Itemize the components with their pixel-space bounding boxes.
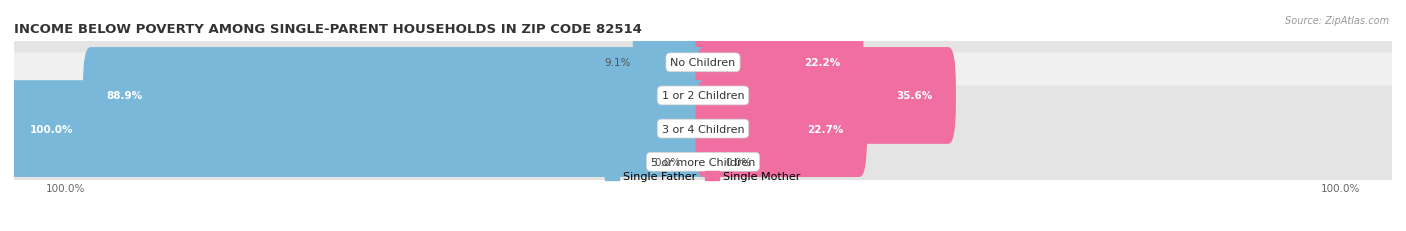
Text: 1 or 2 Children: 1 or 2 Children — [662, 91, 744, 101]
Text: 100.0%: 100.0% — [30, 124, 73, 134]
FancyBboxPatch shape — [1, 86, 1405, 231]
FancyBboxPatch shape — [1, 0, 1405, 139]
FancyBboxPatch shape — [1, 20, 1405, 172]
Text: 5 or more Children: 5 or more Children — [651, 157, 755, 167]
Text: 3 or 4 Children: 3 or 4 Children — [662, 124, 744, 134]
Text: Source: ZipAtlas.com: Source: ZipAtlas.com — [1285, 16, 1389, 26]
Text: No Children: No Children — [671, 58, 735, 68]
Text: 0.0%: 0.0% — [654, 157, 681, 167]
FancyBboxPatch shape — [696, 48, 956, 144]
FancyBboxPatch shape — [633, 15, 710, 111]
Text: 0.0%: 0.0% — [725, 157, 752, 167]
Text: 88.9%: 88.9% — [107, 91, 142, 101]
Legend: Single Father, Single Mother: Single Father, Single Mother — [600, 167, 806, 186]
Text: 9.1%: 9.1% — [605, 58, 631, 68]
FancyBboxPatch shape — [83, 48, 710, 144]
Text: INCOME BELOW POVERTY AMONG SINGLE-PARENT HOUSEHOLDS IN ZIP CODE 82514: INCOME BELOW POVERTY AMONG SINGLE-PARENT… — [14, 23, 643, 36]
Text: 22.2%: 22.2% — [804, 58, 839, 68]
Text: 22.7%: 22.7% — [807, 124, 844, 134]
FancyBboxPatch shape — [7, 81, 710, 177]
FancyBboxPatch shape — [696, 15, 863, 111]
FancyBboxPatch shape — [1, 53, 1405, 205]
FancyBboxPatch shape — [696, 81, 868, 177]
Text: 35.6%: 35.6% — [896, 91, 932, 101]
